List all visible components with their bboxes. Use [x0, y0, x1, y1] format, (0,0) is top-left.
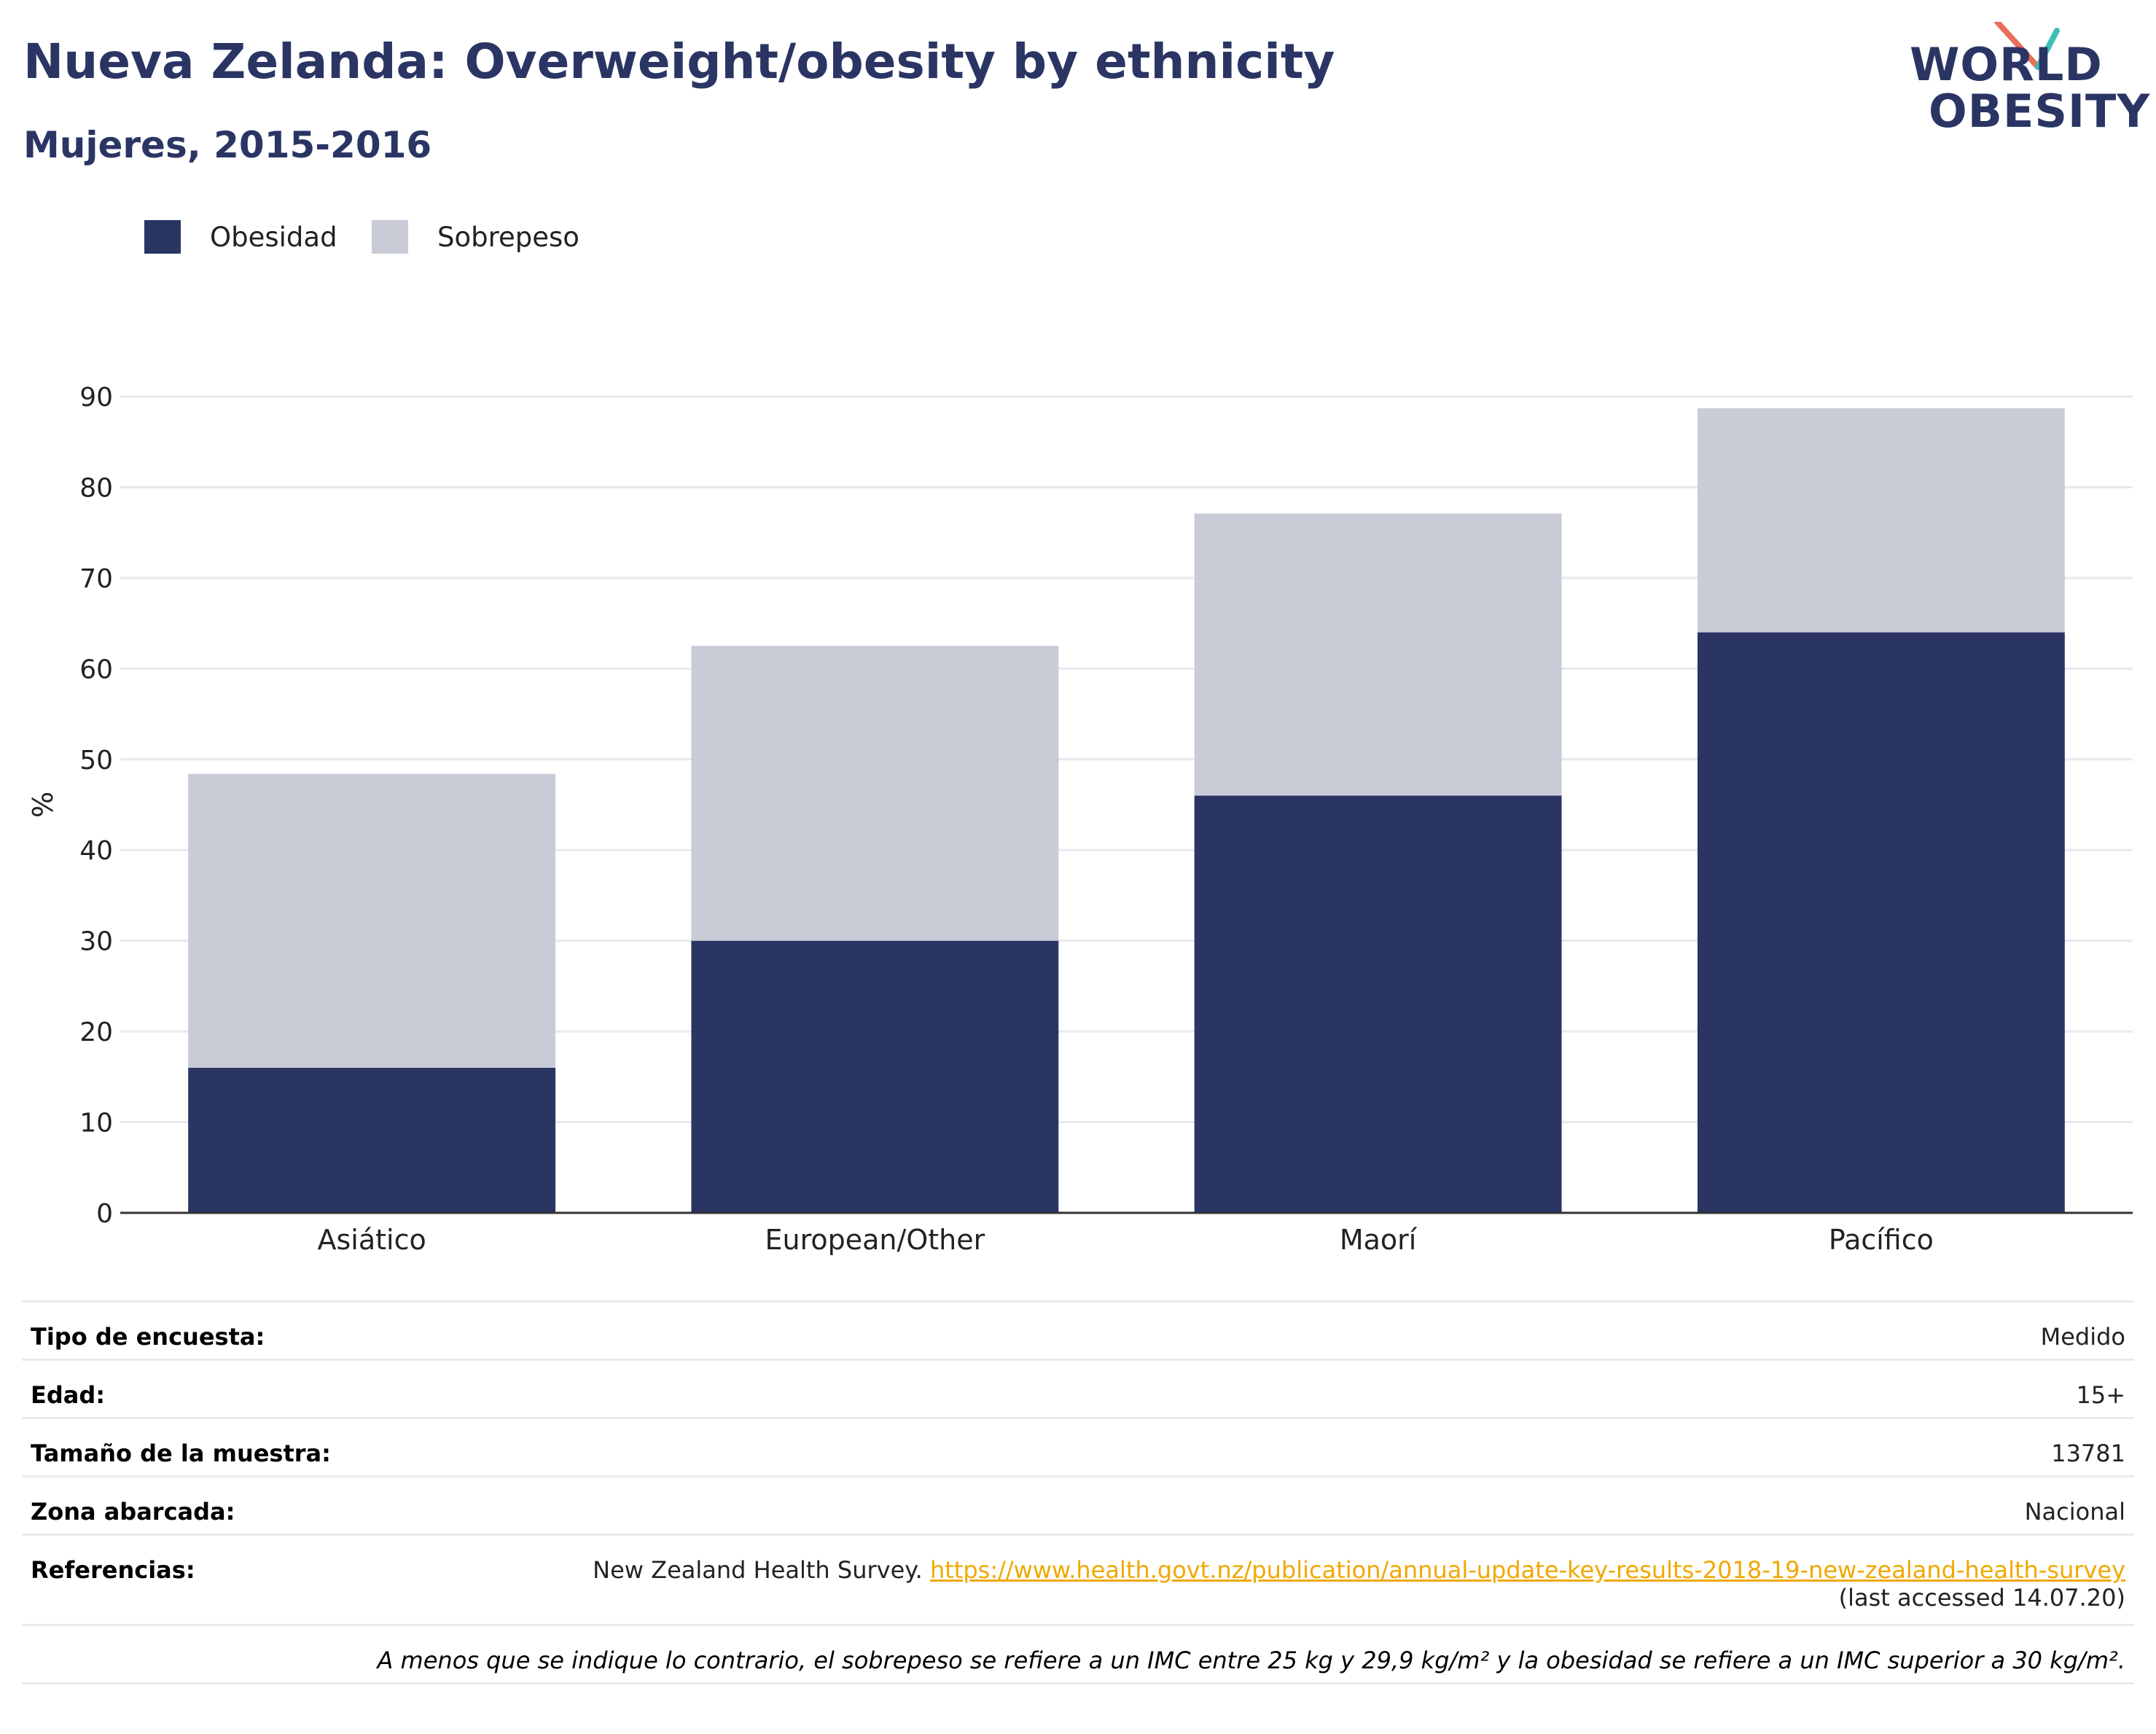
footnote-row: A menos que se indique lo contrario, el … [22, 1624, 2134, 1684]
bar-sobrepeso [691, 646, 1059, 941]
bar-sobrepeso [1194, 513, 1562, 796]
y-tick-label: 30 [79, 927, 113, 957]
bar-sobrepeso [1697, 408, 2065, 633]
y-tick-label: 80 [79, 473, 113, 503]
chart-subtitle: Mujeres, 2015-2016 [23, 124, 432, 166]
logo-text-world: WORLD [1910, 38, 2103, 91]
bar-obesidad [188, 1067, 556, 1213]
legend-swatch-sobrepeso [372, 220, 408, 254]
reference-accessed: (last accessed 14.07.20) [1838, 1584, 2125, 1612]
info-row-references: Referencias: New Zealand Health Survey. … [22, 1534, 2134, 1625]
references-value: New Zealand Health Survey. https://www.h… [380, 1534, 2134, 1625]
logo-slash-icon [1994, 22, 2060, 70]
bar-obesidad [691, 940, 1059, 1213]
y-tick-label: 90 [79, 383, 113, 413]
info-value: Medido [380, 1300, 2134, 1360]
legend-swatch-obesidad [144, 220, 181, 254]
info-value: Nacional [380, 1475, 2134, 1535]
x-tick-label: Maorí [1340, 1224, 1418, 1256]
y-tick-label: 20 [79, 1018, 113, 1047]
legend-label-sobrepeso: Sobrepeso [437, 222, 579, 253]
x-tick-label: European/Other [765, 1224, 985, 1256]
info-key: Tamaño de la muestra: [22, 1417, 381, 1477]
y-tick-label: 50 [79, 746, 113, 776]
y-tick-label: 70 [79, 564, 113, 594]
info-value: 15+ [380, 1359, 2134, 1418]
stacked-bar-chart: 0 10 20 30 40 50 60 70 80 90% Asiático European/Oth… [27, 383, 2133, 1256]
bar-obesidad [1697, 632, 2065, 1213]
y-axis-label: % [27, 792, 59, 818]
footnote: A menos que se indique lo contrario, el … [22, 1624, 2134, 1684]
y-tick-label: 10 [79, 1109, 113, 1139]
y-tick-label: 60 [79, 655, 113, 684]
legend-label-obesidad: Obesidad [210, 222, 337, 253]
bar-obesidad [1194, 795, 1562, 1213]
reference-source: New Zealand Health Survey. [593, 1556, 923, 1584]
logo-text-obesity: OBESITY [1929, 85, 2151, 138]
world-obesity-logo: WORLD OBESITY [1895, 22, 2149, 153]
info-key: Zona abarcada: [22, 1475, 381, 1535]
info-value: 13781 [380, 1417, 2134, 1477]
reference-link[interactable]: https://www.health.govt.nz/publication/a… [929, 1556, 2125, 1584]
info-row-coverage: Zona abarcada: Nacional [22, 1475, 2134, 1535]
chart-title: Nueva Zelanda: Overweight/obesity by eth… [23, 34, 1335, 90]
y-tick-label: 0 [96, 1199, 113, 1229]
x-tick-label: Pacífico [1829, 1224, 1934, 1256]
info-row-age: Edad: 15+ [22, 1359, 2134, 1418]
survey-info-table: Tipo de encuesta: Medido Edad: 15+ Tamañ… [22, 1300, 2134, 1684]
y-tick-label: 40 [79, 836, 113, 866]
info-key: Referencias: [22, 1534, 381, 1625]
bar-sobrepeso [188, 773, 556, 1068]
x-tick-label: Asiático [318, 1224, 426, 1256]
info-key: Edad: [22, 1359, 381, 1418]
info-row-sample-size: Tamaño de la muestra: 13781 [22, 1417, 2134, 1477]
info-key: Tipo de encuesta: [22, 1300, 381, 1360]
info-row-survey-type: Tipo de encuesta: Medido [22, 1300, 2134, 1360]
